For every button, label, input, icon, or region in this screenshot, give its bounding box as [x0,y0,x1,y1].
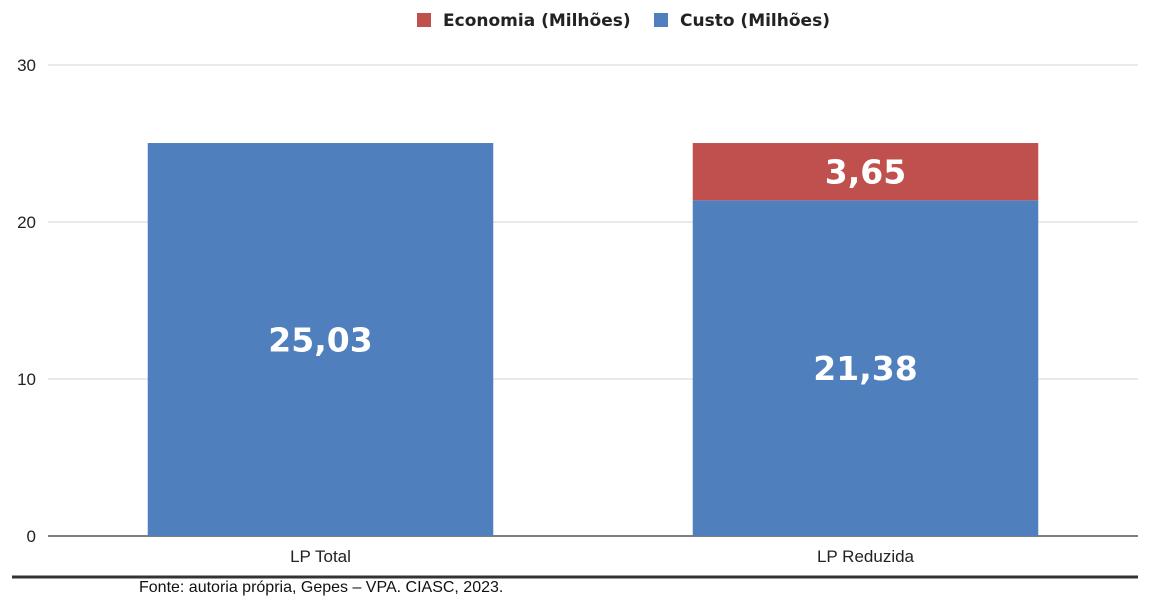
y-tick-label: 20 [17,213,36,232]
legend-swatch [417,13,431,27]
y-tick-label: 0 [27,527,36,546]
data-label: 21,38 [813,349,917,388]
x-axis-categories: LP Total LP Reduzida [290,547,914,566]
legend-label: Economia (Milhões) [443,11,631,31]
bars [147,143,1039,537]
x-category-label: LP Total [290,547,351,566]
bar [692,200,1039,537]
legend: Economia (Milhões) Custo (Milhões) [417,11,830,31]
bar [147,143,494,537]
legend-label: Custo (Milhões) [680,11,830,31]
y-axis-ticks: 0 10 20 30 [17,56,36,546]
x-category-label: LP Reduzida [817,547,915,566]
y-tick-label: 30 [17,56,36,75]
y-tick-label: 10 [17,370,36,389]
source-caption: Fonte: autoria própria, Gepes – VPA. CIA… [139,579,504,596]
data-label: 25,03 [268,321,372,360]
legend-swatch [654,13,668,27]
bar [692,143,1039,201]
data-label: 3,65 [825,153,906,192]
data-labels: 25,03 21,38 3,65 [268,153,917,388]
